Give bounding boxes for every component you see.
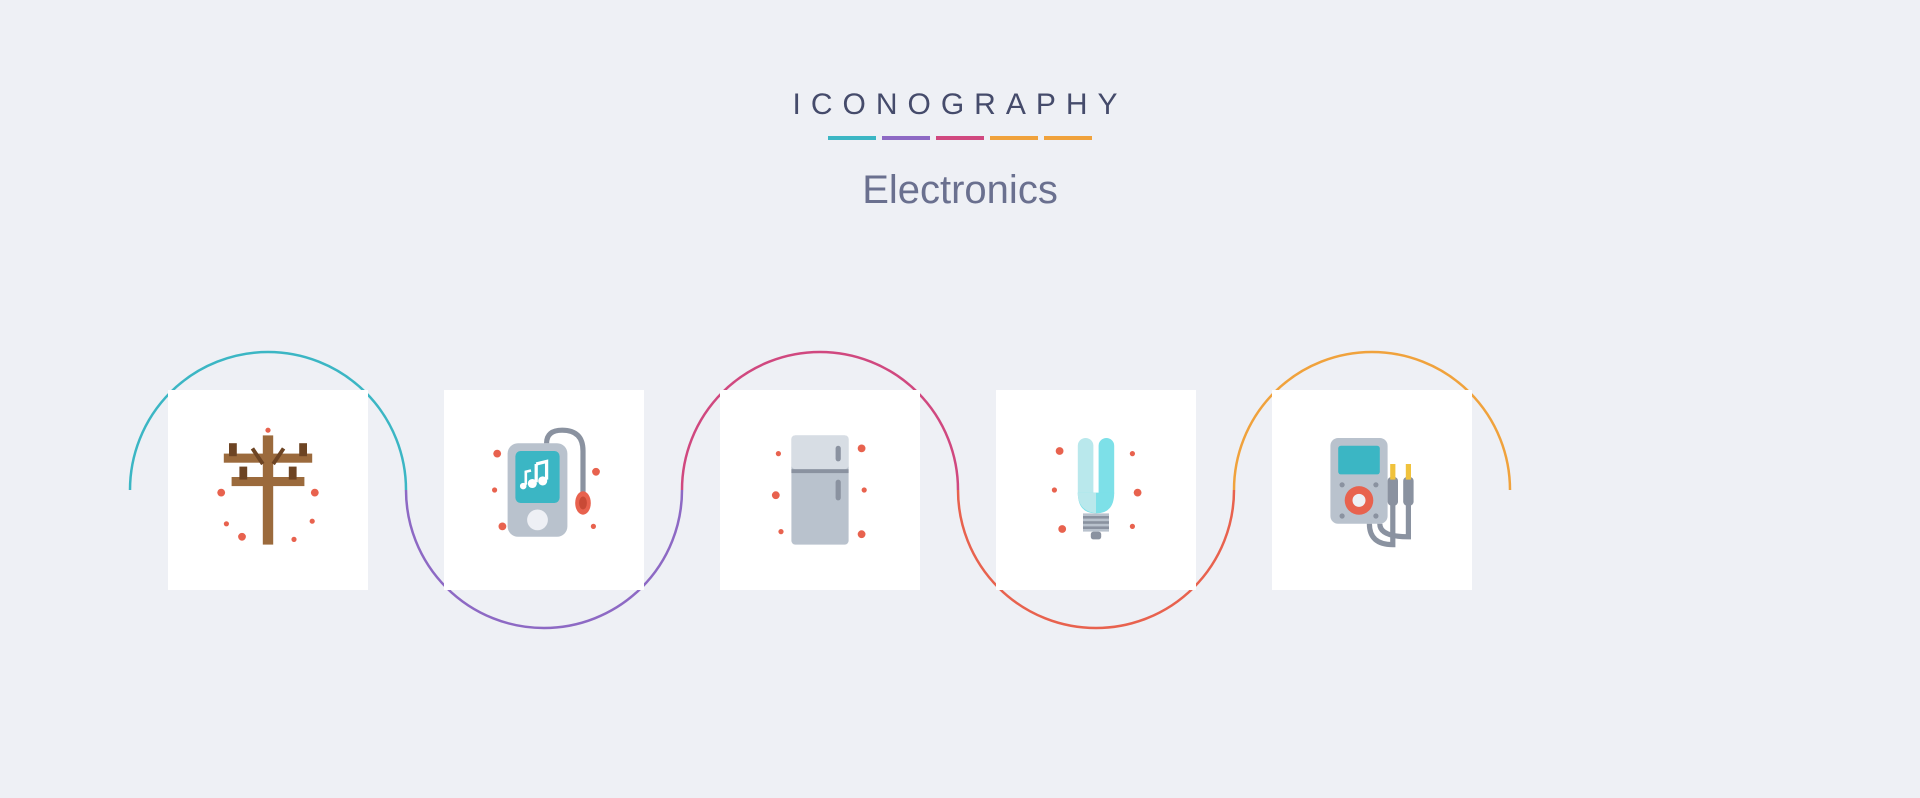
icon-card <box>1272 390 1472 590</box>
power-pole-icon <box>203 425 333 555</box>
icon-card <box>720 390 920 590</box>
light-bulb-icon <box>1031 425 1161 555</box>
icon-stage <box>0 0 1920 798</box>
refrigerator-icon <box>755 425 885 555</box>
icon-card <box>996 390 1196 590</box>
multimeter-icon <box>1307 425 1437 555</box>
music-player-icon <box>479 425 609 555</box>
icon-card <box>444 390 644 590</box>
icon-card <box>168 390 368 590</box>
